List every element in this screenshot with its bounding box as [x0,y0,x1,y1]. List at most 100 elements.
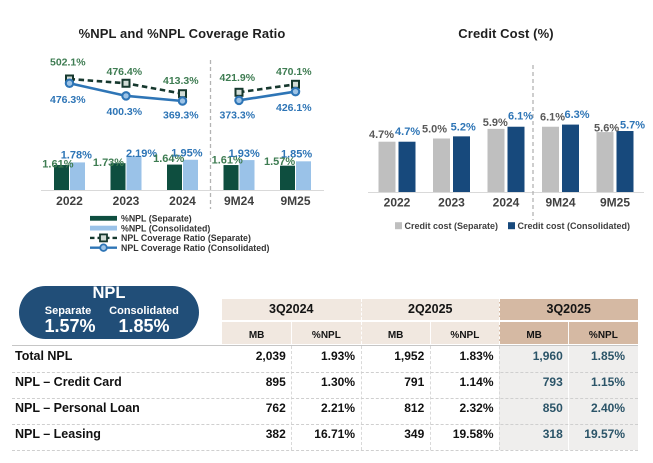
axis-label-cc-9m24: 9M24 [545,196,575,210]
label-npl-separate-2024: 1.64% [153,153,184,165]
bar-credit-cost-consolidated-9m25 [616,131,634,192]
table-row-label-npl-credit-card: NPL – Credit Card [15,374,122,389]
label-credit-cost-consolidated-2022: 4.7% [395,126,420,138]
table-subheader-2q2025-npl: %NPL [429,321,499,344]
label-credit-cost-consolidated-9m24: 6.3% [564,109,589,121]
table-top-border [12,344,638,346]
axis-label-2023: 2023 [113,194,140,208]
credit-cost-chart-title: Credit Cost (%) [458,26,554,41]
axis-label-cc-9m25: 9M25 [600,196,630,210]
table-cell-npl-leasing-3q2025-npl: 19.57% [584,426,625,441]
axis-label-9m25: 9M25 [280,194,310,208]
bar-npl-consolidated-2023 [126,156,142,190]
legend-label-npl-coverage-ratio-separate: NPL Coverage Ratio (Separate) [121,233,251,243]
table-cell-total-npl-3q2024-mb: 2,039 [255,348,286,363]
table-row-label-total-npl: Total NPL [15,348,73,363]
marker-npl-coverage-ratio-consolidated-2023 [121,91,131,101]
table-subheader-3q2025-mb: MB [499,321,569,344]
table-cell-npl-personal-loan-2q2025-mb: 812 [404,400,425,415]
label-npl-coverage-ratio-consolidated-2024: 369.3% [163,110,199,122]
axis-label-9m24: 9M24 [224,194,254,208]
table-cell-npl-credit-card-3q2025-mb: 793 [542,374,563,389]
label-npl-coverage-ratio-separate-9m25: 470.1% [276,66,312,78]
npl-badge-separate-label: Separate [44,305,92,317]
label-npl-consolidated-9m24: 1.93% [229,148,260,160]
axis-label-cc-2023: 2023 [438,196,465,210]
npl-chart-title: %NPL and %NPL Coverage Ratio [78,26,286,41]
label-npl-separate-2022: 1.61% [42,159,73,171]
table-cell-npl-leasing-3q2025-mb: 318 [542,426,563,441]
label-npl-coverage-ratio-separate-9m24: 421.9% [219,72,255,84]
bar-credit-cost-separate-9m24 [542,126,559,192]
marker-npl-coverage-ratio-separate-2023 [121,78,131,88]
table-cell-npl-credit-card-2q2025-mb: 791 [404,374,425,389]
table-subheader-3q2024-npl: %NPL [291,321,361,344]
label-npl-coverage-ratio-consolidated-2023: 400.3% [106,106,142,118]
bar-credit-cost-separate-2024 [487,128,505,192]
legend-swatch-credit-cost-separate [395,222,402,230]
label-npl-consolidated-2023: 2.19% [126,148,157,160]
bar-credit-cost-separate-2022 [378,141,396,192]
label-npl-coverage-ratio-separate-2023: 476.4% [106,66,142,78]
bar-npl-separate-2023 [110,163,126,190]
bar-credit-cost-consolidated-2024 [507,126,525,192]
label-npl-consolidated-9m25: 1.85% [281,149,312,161]
bar-npl-consolidated-2022 [70,162,85,190]
label-npl-consolidated-2022: 1.78% [61,150,92,162]
label-credit-cost-separate-2023: 5.0% [422,123,447,135]
bar-npl-consolidated-2024 [183,159,198,190]
table-cell-npl-credit-card-3q2025-npl: 1.15% [590,374,625,389]
table-header-2q2025: 2Q2025 [360,299,499,320]
table-cell-npl-credit-card-2q2025-npl: 1.14% [459,374,494,389]
table-row-separator [12,397,638,399]
label-credit-cost-separate-9m25: 5.6% [594,122,619,134]
table-header-3q2024: 3Q2024 [222,299,361,320]
npl-badge-shape [19,286,199,339]
table-row-label-npl-personal-loan: NPL – Personal Loan [15,400,140,415]
table-cell-total-npl-3q2025-npl: 1.85% [590,348,625,363]
marker-npl-coverage-ratio-consolidated-9m24 [234,95,244,106]
table-cell-npl-leasing-3q2024-npl: 16.71% [314,426,355,441]
label-credit-cost-consolidated-2023: 5.2% [451,122,476,134]
table-row-label-npl-leasing: NPL – Leasing [15,426,101,441]
bar-npl-separate-2022 [54,165,69,190]
legend-marker-npl-coverage-ratio-separate [99,233,108,243]
bar-npl-separate-2024 [167,164,182,190]
table-cell-total-npl-3q2024-npl: 1.93% [320,348,355,363]
npl-badge-title: NPL [92,284,126,302]
table-cell-npl-personal-loan-2q2025-npl: 2.32% [459,400,494,415]
label-npl-separate-9m25: 1.57% [264,156,295,168]
marker-npl-coverage-ratio-consolidated-9m25 [290,86,301,97]
label-npl-coverage-ratio-consolidated-9m24: 373.3% [219,110,255,122]
bar-credit-cost-separate-2023 [433,138,450,192]
bar-npl-separate-9m25 [280,165,295,190]
label-credit-cost-consolidated-2024: 6.1% [508,111,533,123]
label-credit-cost-separate-2022: 4.7% [369,129,394,141]
table-subheader-3q2025-npl: %NPL [568,321,638,344]
label-credit-cost-consolidated-9m25: 5.7% [620,119,645,131]
legend-swatch-npl-separate [90,215,117,221]
marker-npl-coverage-ratio-separate-2024 [178,89,187,99]
table-cell-npl-leasing-2q2025-mb: 349 [404,426,425,441]
table-subheader-2q2025-mb: MB [360,321,430,344]
axis-label-cc-2024: 2024 [493,196,520,210]
legend-label-credit-cost-consolidated: Credit cost (Consolidated) [518,221,631,231]
npl-badge-consolidated-value: 1.85% [118,315,170,336]
label-credit-cost-separate-9m24: 6.1% [540,111,565,123]
legend-label-npl-consolidated: %NPL (Consolidated) [121,223,210,233]
bar-credit-cost-consolidated-2022 [398,141,416,192]
label-npl-coverage-ratio-separate-2024: 413.3% [163,75,199,87]
table-cell-npl-personal-loan-3q2024-mb: 762 [265,400,286,415]
bar-credit-cost-consolidated-9m24 [562,124,579,192]
line-npl-coverage-ratio-consolidated-seg2 [238,90,296,102]
table-cell-npl-personal-loan-3q2025-mb: 850 [542,400,563,415]
legend-label-npl-separate: %NPL (Separate) [121,214,192,224]
table-cell-total-npl-3q2025-mb: 1,960 [532,348,563,363]
marker-npl-coverage-ratio-consolidated-2022 [64,78,75,89]
table-cell-npl-personal-loan-3q2025-npl: 2.40% [590,400,625,415]
table-header-3q2025: 3Q2025 [499,299,638,320]
bar-credit-cost-consolidated-2023 [453,136,470,192]
table-cell-npl-leasing-3q2024-mb: 382 [265,426,286,441]
bar-npl-consolidated-9m25 [296,161,311,190]
